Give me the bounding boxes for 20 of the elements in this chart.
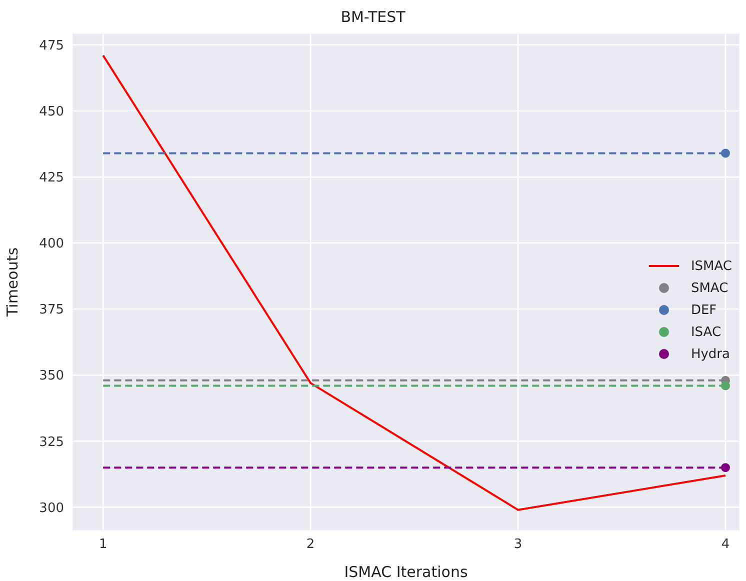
y-tick-label: 475 [39,38,64,54]
y-tick-label: 325 [39,434,64,450]
x-tick-label: 1 [98,537,108,552]
y-tick-label: 450 [39,104,64,120]
legend-label: SMAC [690,280,728,296]
y-tick-label: 300 [39,500,64,516]
x-axis-title: ISMAC Iterations [344,563,468,581]
y-tick-label: 350 [39,368,64,384]
legend-label: ISMAC [690,258,732,274]
legend-label: DEF [690,302,717,318]
y-tick-label: 425 [39,170,64,186]
x-tick-label: 2 [306,537,315,552]
y-axis-title: Timeouts [3,247,22,318]
chart-title: BM-TEST [340,8,406,26]
legend-label: Hydra [690,346,730,362]
y-tick-label: 375 [39,302,64,318]
x-tick-label: 4 [721,537,730,552]
x-tick-label: 3 [514,537,522,552]
y-tick-label: 400 [39,236,64,252]
legend-label: ISAC [690,324,722,340]
